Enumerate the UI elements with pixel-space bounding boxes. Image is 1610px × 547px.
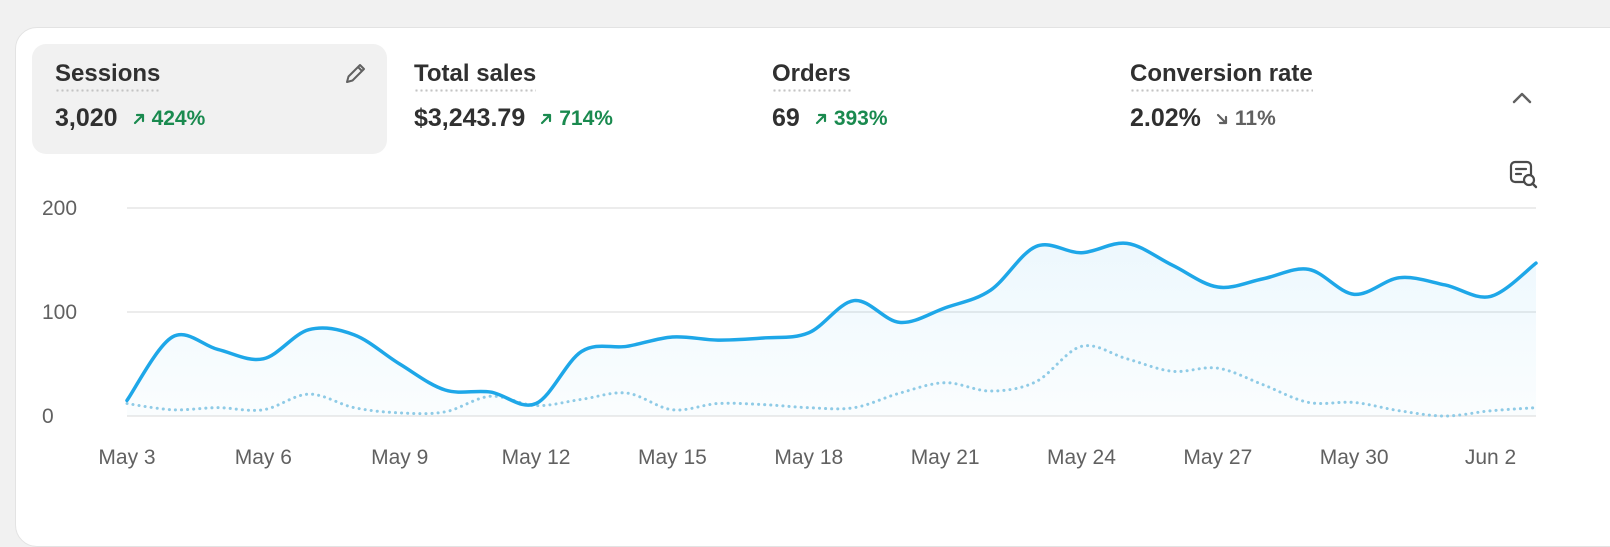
metric-conversion-rate-value: 2.02% [1130,104,1201,132]
metric-total-sales-change-value: 714% [559,106,613,130]
metric-sessions-change-value: 424% [151,106,206,130]
chart-search-icon[interactable] [1507,158,1539,190]
metric-sessions-change: 424% [132,106,206,131]
metric-orders-change: 393% [814,107,888,131]
arrow-up-right-icon [815,113,826,124]
metric-sessions-value: 3,020 [55,104,118,132]
metric-conversion-rate[interactable]: Conversion rate 2.02% 11% [1107,44,1462,154]
metric-total-sales-label[interactable]: Total sales [414,60,537,92]
arrow-up-right-icon [133,113,144,124]
metric-conversion-rate-change-value: 11% [1234,106,1276,130]
metric-conversion-rate-label[interactable]: Conversion rate [1130,60,1313,92]
metric-orders-label[interactable]: Orders [772,60,851,92]
metric-conversion-rate-change: 11% [1215,107,1276,131]
metric-total-sales-change: 714% [539,107,613,131]
metric-orders[interactable]: Orders 69 393% [749,44,1104,154]
metric-orders-value: 69 [772,104,800,132]
pencil-icon[interactable] [341,60,369,88]
metric-orders-change-value: 393% [833,106,888,130]
chevron-up-icon[interactable] [1508,84,1536,112]
metric-sessions[interactable]: Sessions 3,020 424% [32,44,387,154]
arrow-down-right-icon [1216,113,1227,124]
metric-total-sales[interactable]: Total sales $3,243.79 714% [391,44,746,154]
metric-sessions-label[interactable]: Sessions [55,60,161,92]
arrow-up-right-icon [541,113,552,124]
metric-total-sales-value: $3,243.79 [414,104,526,132]
